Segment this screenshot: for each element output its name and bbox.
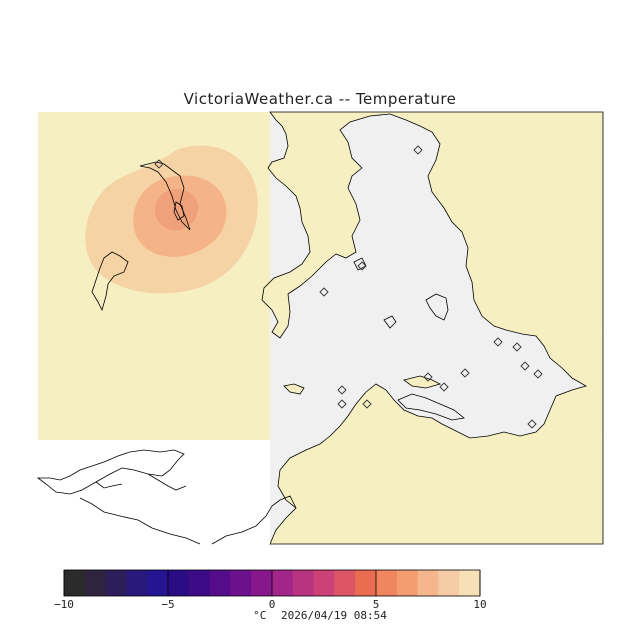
landmass-east — [261, 111, 604, 545]
colorbar-cell — [105, 570, 127, 596]
colorbar-cell — [355, 570, 377, 596]
colorbar-tick-label: 5 — [373, 598, 380, 611]
diamond-icon — [319, 287, 329, 297]
map-title: VictoriaWeather.ca -- Temperature — [183, 90, 457, 108]
colorbar-cell — [64, 570, 86, 596]
timestamp: 2026/04/19 08:54 — [280, 609, 387, 622]
colorbar-cell — [230, 570, 252, 596]
colorbar-cell — [438, 570, 460, 596]
diamond-icon — [512, 342, 522, 352]
west-island-outline — [139, 161, 191, 231]
diamond-icon — [337, 399, 347, 409]
diamond-icon — [460, 368, 470, 378]
diamond-icon — [533, 369, 543, 379]
diamond-icon — [337, 385, 347, 395]
diamond-icon — [154, 159, 164, 169]
warm-contour-core — [154, 189, 199, 231]
colorbar-cell — [313, 570, 335, 596]
colorbar-cell — [417, 570, 439, 596]
colorbar-tick-label: −10 — [54, 598, 74, 611]
island-sidney — [403, 375, 442, 389]
island-james — [283, 383, 305, 395]
diamond-icon — [439, 382, 449, 392]
colorbar-tick-label: −5 — [161, 598, 174, 611]
landmass-south — [36, 449, 185, 495]
diamond-icon — [423, 372, 433, 382]
colorbar-cell — [209, 570, 231, 596]
colorbar-cell — [126, 570, 148, 596]
inlet-lake — [397, 393, 465, 421]
colorbar-cells — [64, 570, 481, 596]
unit-label: °C — [253, 609, 267, 622]
colorbar-cell — [188, 570, 211, 596]
colorbar-cell — [272, 570, 294, 596]
diamond-icon — [493, 337, 503, 347]
colorbar-tick-label: 0 — [269, 598, 276, 611]
west-island-2 — [91, 251, 129, 312]
diamond-icon — [527, 419, 537, 429]
west-island-3 — [173, 201, 185, 221]
colorbar-cell — [84, 570, 107, 596]
colorbar-cell — [292, 570, 315, 596]
diamond-icon — [413, 145, 423, 155]
island-east-lake — [425, 293, 449, 321]
colorbar-tick-label: 10 — [473, 598, 486, 611]
colorbar-cell — [459, 570, 481, 596]
diamond-icon — [357, 261, 367, 271]
coast-south-2 — [79, 495, 297, 545]
station-markers — [154, 145, 543, 429]
colorbar-ticks: −10 −5 0 5 10 — [54, 570, 487, 611]
island-small-lake — [383, 315, 397, 329]
footer: °C 2026/04/19 08:54 — [0, 609, 640, 622]
colorbar-cell — [251, 570, 273, 596]
colorbar-cell — [334, 570, 356, 596]
coast-south-3 — [95, 473, 187, 491]
colorbar-cell — [168, 570, 190, 596]
diamond-icon — [362, 399, 372, 409]
colorbar-cell — [376, 570, 398, 596]
colorbar-cell — [147, 570, 169, 596]
colorbar-cell — [396, 570, 419, 596]
diamond-icon — [520, 361, 530, 371]
